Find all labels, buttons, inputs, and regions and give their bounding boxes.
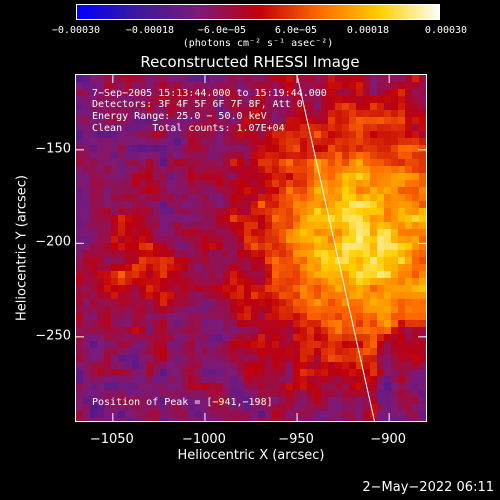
annotation-peak: Position of Peak = [−941,−198]	[92, 397, 273, 408]
x-axis-label: Heliocentric X (arcsec)	[177, 448, 325, 463]
colorbar	[76, 4, 440, 20]
y-tick-label: −200	[35, 234, 71, 250]
x-tick-label: −900	[370, 432, 407, 447]
colorbar-tick-label: −0.00030	[51, 25, 101, 36]
annotation-detectors: Detectors: 3F 4F 5F 6F 7F 8F, Att 0	[92, 99, 303, 110]
annotation-time: 7−Sep−2005 15:13:44.000 to 15:19:44.000	[92, 88, 327, 99]
x-tick-label: −1050	[89, 432, 134, 447]
annotation-method: Clean Total counts: 1.07E+04	[92, 123, 285, 134]
x-tick-label: −950	[278, 432, 314, 447]
y-tick-label: −150	[35, 141, 71, 157]
heatmap-cells	[76, 75, 426, 421]
chart-title: Reconstructed RHESSI Image	[140, 53, 360, 71]
y-tick-label: −250	[35, 328, 71, 344]
colorbar-units: (photons cm⁻² s⁻¹ asec⁻²)	[182, 38, 334, 49]
y-axis-label: Heliocentric Y (arcsec)	[14, 175, 30, 321]
x-tick-label: −1000	[181, 432, 226, 447]
colorbar-tick-label: −6.0e−05	[197, 25, 247, 36]
plot-area	[75, 74, 427, 422]
colorbar-tick-label: −0.00018	[125, 25, 175, 36]
colorbar-tick-label: 0.00018	[346, 25, 390, 36]
colorbar-tick-label: 0.00030	[424, 25, 468, 36]
annotation-energy: Energy Range: 25.0 − 50.0 keV	[92, 111, 267, 122]
heatmap-image	[76, 75, 426, 421]
colorbar-tick-label: 6.0e−05	[274, 25, 318, 36]
footer-timestamp: 2−May−2022 06:11	[362, 480, 494, 495]
solar-limb-line	[296, 75, 375, 421]
